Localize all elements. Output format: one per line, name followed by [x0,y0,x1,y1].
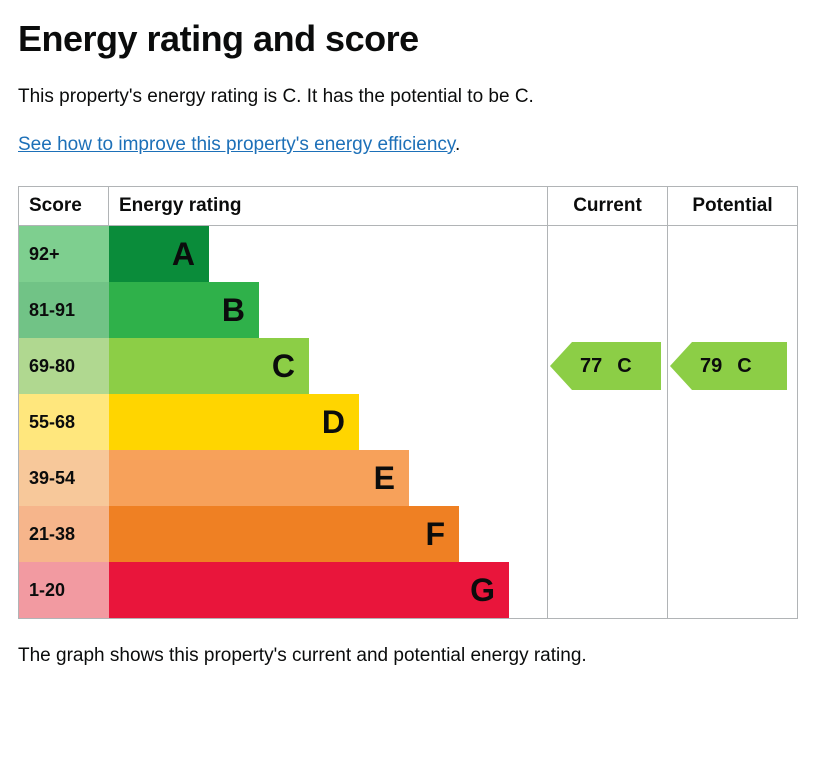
score-cell: 81-91 [19,282,109,338]
band-bar: B [109,282,259,338]
arrow-band: C [617,355,631,378]
header-rating: Energy rating [109,187,547,225]
band-bar: A [109,226,209,282]
band-row: 81-91B [19,282,547,338]
header-score: Score [19,187,109,225]
band-row: 39-54E [19,450,547,506]
footer-text: The graph shows this property's current … [18,645,799,667]
page-title: Energy rating and score [18,18,799,60]
arrow-tip-icon [670,342,692,390]
rating-arrow: 79 C [670,342,787,390]
energy-chart: Score Energy rating Current Potential 92… [18,186,798,619]
score-cell: 1-20 [19,562,109,618]
intro-text: This property's energy rating is C. It h… [18,86,799,108]
column-potential: 79 C [667,226,797,618]
arrow-tip-icon [550,342,572,390]
band-bar: D [109,394,359,450]
band-bar: C [109,338,309,394]
improve-link-wrap: See how to improve this property's energ… [18,134,799,156]
band-bar: G [109,562,509,618]
arrow-band: C [737,355,751,378]
header-current: Current [547,187,667,225]
band-bar: E [109,450,409,506]
score-cell: 21-38 [19,506,109,562]
period: . [455,134,460,155]
band-row: 92+A [19,226,547,282]
band-bar: F [109,506,459,562]
arrow-score: 79 [700,355,722,378]
improve-link[interactable]: See how to improve this property's energ… [18,134,455,155]
arrow-score: 77 [580,355,602,378]
chart-header: Score Energy rating Current Potential [19,187,797,226]
header-potential: Potential [667,187,797,225]
rating-arrow: 77 C [550,342,661,390]
score-cell: 39-54 [19,450,109,506]
score-cell: 69-80 [19,338,109,394]
arrow-body: 79 C [692,342,787,390]
chart-rows: 92+A81-91B69-80C55-68D39-54E21-38F1-20G [19,226,547,618]
score-cell: 55-68 [19,394,109,450]
column-current: 77 C [547,226,667,618]
chart-body: 92+A81-91B69-80C55-68D39-54E21-38F1-20G … [19,226,797,618]
score-cell: 92+ [19,226,109,282]
band-row: 1-20G [19,562,547,618]
band-row: 69-80C [19,338,547,394]
band-row: 21-38F [19,506,547,562]
arrow-body: 77 C [572,342,661,390]
band-row: 55-68D [19,394,547,450]
